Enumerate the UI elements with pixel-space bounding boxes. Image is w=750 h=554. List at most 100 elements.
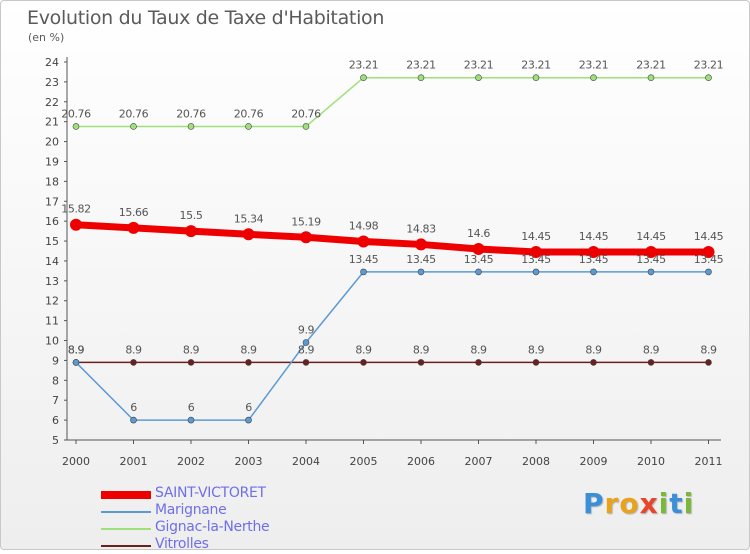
data-label: 13.45 xyxy=(464,253,494,266)
x-tick-label: 2011 xyxy=(695,455,723,468)
data-label: 15.82 xyxy=(61,203,91,216)
data-label: 15.19 xyxy=(291,215,321,228)
data-point xyxy=(185,225,197,238)
data-label: 23.21 xyxy=(694,59,724,72)
y-tick-label: 22 xyxy=(45,96,59,109)
data-point xyxy=(187,123,195,130)
data-label: 23.21 xyxy=(464,59,494,72)
data-label: 8.9 xyxy=(413,343,430,356)
y-tick-label: 12 xyxy=(45,295,59,308)
data-point xyxy=(705,359,712,366)
data-point xyxy=(645,245,657,258)
data-label: 23.21 xyxy=(406,59,436,72)
data-point xyxy=(302,359,310,366)
x-tick-label: 2008 xyxy=(522,455,550,468)
data-point xyxy=(647,359,655,366)
x-tick-label: 2005 xyxy=(350,455,378,468)
y-tick-label: 18 xyxy=(45,175,59,188)
data-point xyxy=(302,339,310,346)
data-label: 13.45 xyxy=(349,253,379,266)
line-chart: 5 6 7 8 9 10 11 12 13 14 15 16 17 18 19 20 21 22 23 24 2000 2… xyxy=(45,56,724,468)
data-point xyxy=(300,231,312,244)
data-point xyxy=(532,268,540,276)
data-point xyxy=(357,235,370,248)
data-point xyxy=(187,416,195,424)
chart-subtitle: (en %) xyxy=(28,31,65,44)
data-point xyxy=(417,74,425,82)
x-tick-label: 2003 xyxy=(235,455,263,468)
data-point xyxy=(72,359,80,366)
y-tick-label: 9 xyxy=(52,354,59,367)
data-point xyxy=(360,359,367,366)
data-label: 14.83 xyxy=(406,222,436,235)
data-label: 8.9 xyxy=(585,343,602,356)
data-point xyxy=(242,228,255,241)
data-point xyxy=(590,74,597,82)
data-label: 20.76 xyxy=(61,107,91,120)
data-label: 20.76 xyxy=(176,107,206,120)
y-tick-label: 23 xyxy=(45,76,59,89)
data-label: 8.9 xyxy=(68,343,85,356)
legend-label: Marignane xyxy=(155,502,227,518)
data-label: 14.45 xyxy=(521,230,551,243)
data-label: 14.6 xyxy=(467,227,490,240)
data-point xyxy=(302,123,310,130)
data-point xyxy=(472,243,485,256)
data-label: 15.34 xyxy=(234,212,264,225)
data-label: 6 xyxy=(188,401,195,414)
y-tick-label: 14 xyxy=(45,255,59,268)
y-tick-label: 24 xyxy=(45,56,59,69)
data-label: 20.76 xyxy=(291,107,321,120)
data-point xyxy=(130,416,137,424)
data-point xyxy=(530,245,542,258)
data-point xyxy=(245,359,252,366)
data-label: 8.9 xyxy=(125,343,142,356)
data-point xyxy=(590,359,597,366)
y-tick-label: 13 xyxy=(45,275,59,288)
data-label: 8.9 xyxy=(643,343,660,356)
data-point xyxy=(130,359,137,366)
y-tick-label: 16 xyxy=(45,215,59,228)
chart-title: Evolution du Taux de Taxe d'Habitation xyxy=(27,7,385,29)
data-point xyxy=(245,416,252,424)
x-tick-label: 2007 xyxy=(465,455,493,468)
y-tick-label: 20 xyxy=(45,136,59,149)
x-tick-label: 2002 xyxy=(177,455,205,468)
data-point xyxy=(417,359,425,366)
data-point xyxy=(417,268,425,276)
series-line xyxy=(75,271,710,421)
x-tick-label: 2010 xyxy=(637,455,665,468)
y-tick-label: 5 xyxy=(52,434,59,447)
data-label: 15.66 xyxy=(119,206,149,219)
data-point xyxy=(590,268,597,276)
data-label: 23.21 xyxy=(521,59,551,72)
data-label: 15.5 xyxy=(180,209,203,222)
data-point xyxy=(130,123,137,130)
data-point xyxy=(532,359,540,366)
data-label: 13.45 xyxy=(406,253,436,266)
data-point xyxy=(475,359,482,366)
y-tick-label: 15 xyxy=(45,235,59,248)
data-label: 23.21 xyxy=(636,59,666,72)
data-point xyxy=(532,74,540,82)
data-label: 14.45 xyxy=(694,230,724,243)
data-label: 8.9 xyxy=(700,343,717,356)
data-label: 20.76 xyxy=(119,107,149,120)
data-label: 8.9 xyxy=(183,343,200,356)
legend-swatch xyxy=(101,511,151,513)
data-label: 8.9 xyxy=(355,343,372,356)
data-point xyxy=(702,245,715,258)
data-label: 23.21 xyxy=(579,59,609,72)
data-label: 13.45 xyxy=(694,253,724,266)
data-label: 13.45 xyxy=(579,253,609,266)
data-point xyxy=(647,74,655,82)
legend-label: Vitrolles xyxy=(155,536,209,552)
data-point xyxy=(705,268,712,276)
data-label: 6 xyxy=(245,401,252,414)
series-line xyxy=(75,76,710,128)
data-label: 8.9 xyxy=(68,343,85,356)
y-tick-label: 19 xyxy=(45,155,59,168)
data-label: 9.9 xyxy=(298,324,315,337)
data-label: 14.98 xyxy=(349,219,379,232)
